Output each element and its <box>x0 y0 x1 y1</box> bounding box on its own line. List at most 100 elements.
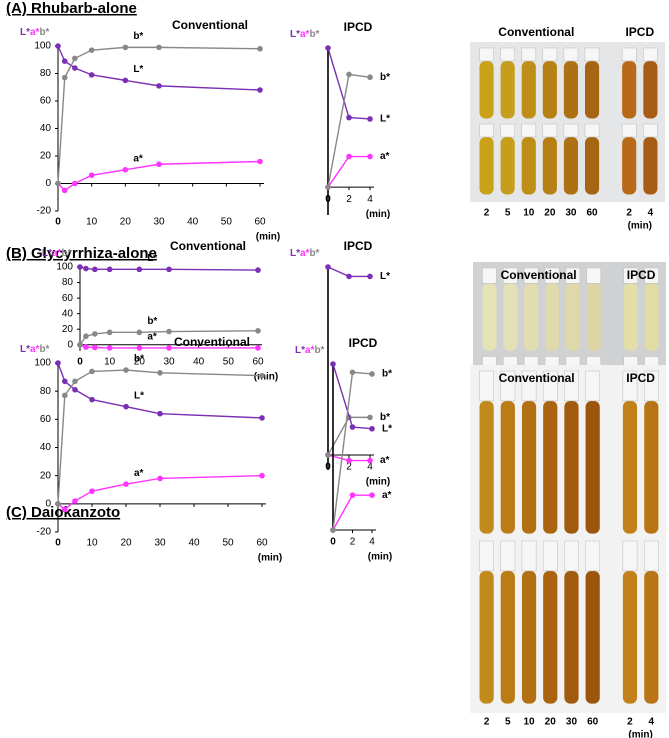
x-axis-label: (min) <box>368 552 392 563</box>
tube-cap <box>563 47 579 62</box>
data-point <box>255 327 261 334</box>
series-label: a* <box>133 153 143 164</box>
y-axis-label: L*a*b* <box>290 248 320 259</box>
data-point <box>83 265 89 272</box>
x-tick-label: 0 <box>55 217 61 228</box>
data-point <box>257 87 263 93</box>
tube <box>564 570 579 704</box>
tube-cap <box>586 267 602 284</box>
data-point <box>367 273 373 280</box>
y-axis-label-part: b* <box>39 27 49 38</box>
photo-header: IPCD <box>626 371 655 385</box>
y-axis-label-part: b* <box>61 248 71 259</box>
data-point <box>62 392 68 399</box>
data-point <box>157 410 163 417</box>
x-tick-label: 2 <box>346 194 352 205</box>
tube <box>500 570 515 704</box>
x-tick-label: 30 <box>153 217 165 228</box>
series-line <box>327 416 370 456</box>
y-axis-label-part: b* <box>39 344 49 355</box>
data-point <box>88 172 95 179</box>
tube-cap <box>585 540 601 572</box>
series-label: b* <box>133 31 143 42</box>
data-point <box>77 341 83 348</box>
chart-title: IPCD <box>344 239 373 253</box>
y-axis-label-part: a* <box>305 345 315 356</box>
tube <box>585 570 600 704</box>
panel-title: (C) Daiokanzoto <box>6 504 120 521</box>
x-tick-label: 4 <box>367 462 373 473</box>
tube <box>479 60 494 119</box>
x-tick-label: 10 <box>86 217 98 228</box>
tube-cap <box>479 123 494 138</box>
tube <box>644 400 659 534</box>
y-axis-label-part: L* <box>20 344 30 355</box>
photo-header: IPCD <box>627 268 656 282</box>
y-axis-label-part: b* <box>314 345 324 356</box>
data-point <box>61 58 68 64</box>
tube <box>584 136 600 195</box>
chart-title: IPCD <box>349 336 378 350</box>
photo-header: Conventional <box>498 25 574 39</box>
tube <box>479 570 494 704</box>
tube-cap <box>621 123 637 138</box>
data-point <box>346 114 352 121</box>
data-point <box>325 264 331 270</box>
data-point <box>72 498 78 504</box>
tube-cap <box>542 47 558 62</box>
tube-cap <box>622 370 638 402</box>
x-tick-label: 0 <box>77 357 83 368</box>
y-axis-label-part: a* <box>300 29 310 40</box>
chart-title: Conventional <box>172 18 248 32</box>
tube-cap <box>479 540 494 572</box>
x-axis-label: (min) <box>366 477 390 488</box>
tube <box>644 570 659 704</box>
tube-cap <box>643 370 659 402</box>
tube-cap <box>479 370 494 402</box>
y-tick-label: 20 <box>40 151 52 162</box>
x-tick-label: 20 <box>134 357 146 368</box>
tube <box>500 400 515 534</box>
data-point <box>349 424 356 430</box>
tube <box>643 136 658 195</box>
tube-cap <box>521 370 537 402</box>
y-axis-label: L*a*b* <box>20 344 50 355</box>
tube <box>643 60 658 119</box>
y-tick-label: 100 <box>34 358 51 369</box>
y-tick-label: 0 <box>45 178 51 189</box>
data-point <box>55 501 61 507</box>
x-tick-label: 30 <box>163 357 175 368</box>
tube-cap <box>542 123 558 138</box>
data-point <box>257 45 263 52</box>
y-axis-label: L*a*b* <box>42 248 72 259</box>
tube <box>622 570 638 704</box>
y-axis-label-part: a* <box>30 344 40 355</box>
tube <box>542 60 557 119</box>
data-point <box>55 43 61 49</box>
tube <box>563 136 579 195</box>
tube-cap <box>521 540 537 572</box>
time-label: 30 <box>566 717 578 728</box>
data-point <box>369 371 375 377</box>
data-point <box>92 331 98 337</box>
time-label: 10 <box>523 208 535 219</box>
tube <box>482 283 497 351</box>
series-line <box>327 47 371 120</box>
data-point <box>72 180 78 187</box>
data-point <box>92 266 98 273</box>
time-label: 2 <box>484 208 490 219</box>
tube-cap <box>521 123 537 138</box>
time-label: 5 <box>505 717 511 728</box>
y-axis-label: L*a*b* <box>295 345 325 356</box>
tube-cap <box>503 267 518 284</box>
time-label: 30 <box>565 208 577 219</box>
data-point <box>136 266 143 273</box>
data-point <box>156 161 162 168</box>
tube-cap <box>523 267 539 284</box>
tube-cap <box>479 47 494 62</box>
chart-title: IPCD <box>344 20 373 34</box>
data-point <box>367 74 373 81</box>
y-axis-label-part: a* <box>300 248 310 259</box>
time-label: 2 <box>626 208 632 219</box>
series-label: b* <box>382 369 392 380</box>
